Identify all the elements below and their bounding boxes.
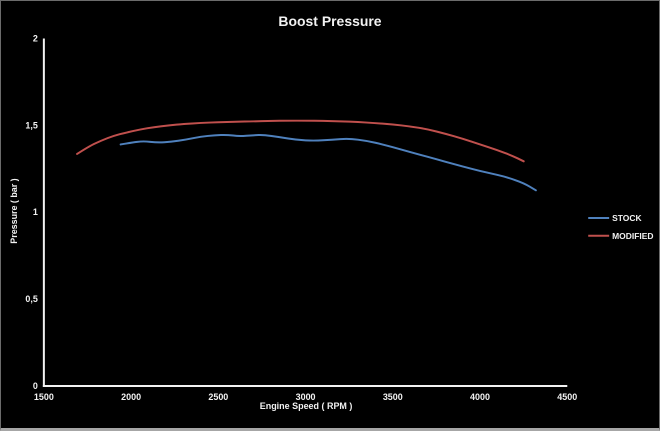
x-tick-label: 3500 (383, 392, 403, 402)
tick-labels: 1500 2000 2500 3000 3500 4000 4500 0 0,5 1 1,5 2 (25, 33, 577, 401)
legend-label-stock: STOCK (612, 213, 642, 223)
series-lines (76, 119, 537, 192)
series-line-modified (76, 119, 525, 163)
legend-label-modified: MODIFIED (612, 231, 653, 241)
y-tick-label: 1,5 (25, 120, 37, 130)
x-tick-label: 4500 (557, 392, 577, 402)
x-tick-label: 4000 (470, 392, 490, 402)
y-tick-label: 1 (33, 207, 38, 217)
y-axis-title: Pressure ( bar ) (9, 178, 19, 243)
chart-title: Boost Pressure (278, 13, 381, 29)
x-tick-label: 3000 (296, 392, 316, 402)
legend: STOCK MODIFIED (588, 213, 654, 241)
y-tick-label: 0,5 (25, 294, 37, 304)
x-axis-title: Engine Speed ( RPM ) (260, 401, 353, 411)
y-tick-label: 2 (33, 33, 38, 43)
series-line-stock (119, 134, 537, 192)
x-tick-label: 2500 (208, 392, 228, 402)
x-tick-label: 1500 (34, 392, 54, 402)
y-tick-label: 0 (33, 381, 38, 391)
axes (42, 38, 568, 387)
x-tick-label: 2000 (121, 392, 141, 402)
